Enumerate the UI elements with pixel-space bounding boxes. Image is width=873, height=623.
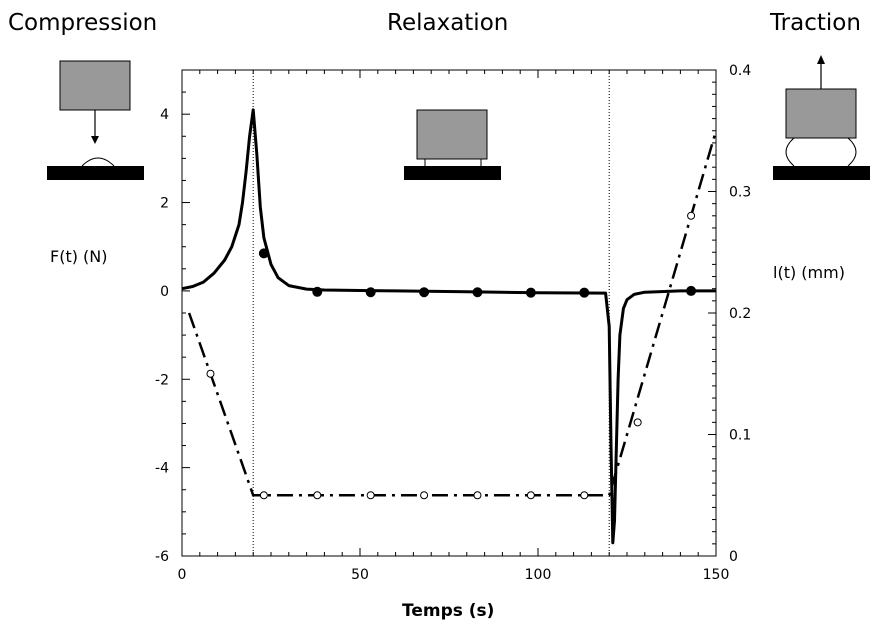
force-marker	[579, 287, 590, 298]
displacement-marker	[420, 491, 429, 500]
traction-block	[785, 88, 857, 139]
y-left-axis-title: F(t) (N)	[50, 247, 108, 266]
y-right-tick-label: 0.1	[729, 428, 751, 444]
compression-diagram	[47, 60, 144, 180]
x-tick-label: 150	[703, 567, 730, 583]
y-right-tick-label: 0	[729, 549, 738, 565]
y-right-tick-label: 0.3	[729, 185, 751, 201]
compression-label: Compression	[8, 10, 158, 36]
y-left-tick-label: 2	[160, 196, 169, 212]
traction-label: Traction	[770, 10, 861, 36]
force-marker	[472, 287, 483, 298]
force-marker	[312, 286, 323, 297]
y-right-axis-title: l(t) (mm)	[773, 263, 845, 282]
y-left-tick-label: 0	[160, 284, 169, 300]
force-marker	[258, 248, 269, 259]
x-tick-label: 50	[351, 567, 369, 583]
relaxation-diagram	[404, 109, 501, 180]
force-marker	[419, 287, 430, 298]
compression-arrowhead	[91, 136, 99, 144]
force-marker	[525, 287, 536, 298]
traction-diagram	[773, 55, 870, 180]
displacement-marker	[473, 491, 482, 500]
traction-sample-left	[785, 137, 795, 167]
y-right-tick-label: 0.2	[729, 306, 751, 322]
plot-area: 0 50 100 150 -6 -4 -2 0 2 4 0 0.1 0.2 0.3 0.4	[155, 63, 751, 583]
force-marker	[365, 287, 376, 298]
displacement-marker	[259, 491, 268, 500]
y-left-tick-label: -2	[155, 372, 169, 388]
traction-base	[773, 166, 870, 180]
traction-sample-right	[847, 137, 857, 167]
compression-base	[47, 166, 144, 180]
traction-arrowhead	[817, 55, 825, 64]
displacement-marker	[526, 491, 535, 500]
displacement-marker	[313, 491, 322, 500]
y-left-tick-label: 4	[160, 107, 169, 123]
y-left-tick-label: -6	[155, 549, 169, 565]
displacement-marker	[687, 211, 696, 220]
relaxation-block	[416, 109, 488, 160]
compression-block	[59, 60, 131, 111]
displacement-marker	[206, 369, 215, 378]
relaxation-label: Relaxation	[387, 10, 509, 36]
displacement-marker	[633, 418, 642, 427]
displacement-marker	[580, 491, 589, 500]
x-axis-title: Temps (s)	[402, 601, 495, 621]
compression-sample	[81, 157, 115, 167]
force-marker	[686, 285, 697, 296]
displacement-marker	[366, 491, 375, 500]
relaxation-base	[404, 166, 501, 180]
x-tick-label: 100	[525, 567, 552, 583]
y-left-tick-label: -4	[155, 461, 169, 477]
displacement-line-series	[187, 130, 718, 497]
force-line-series	[181, 108, 716, 545]
x-tick-label: 0	[178, 567, 187, 583]
y-right-tick-label: 0.4	[729, 63, 751, 79]
